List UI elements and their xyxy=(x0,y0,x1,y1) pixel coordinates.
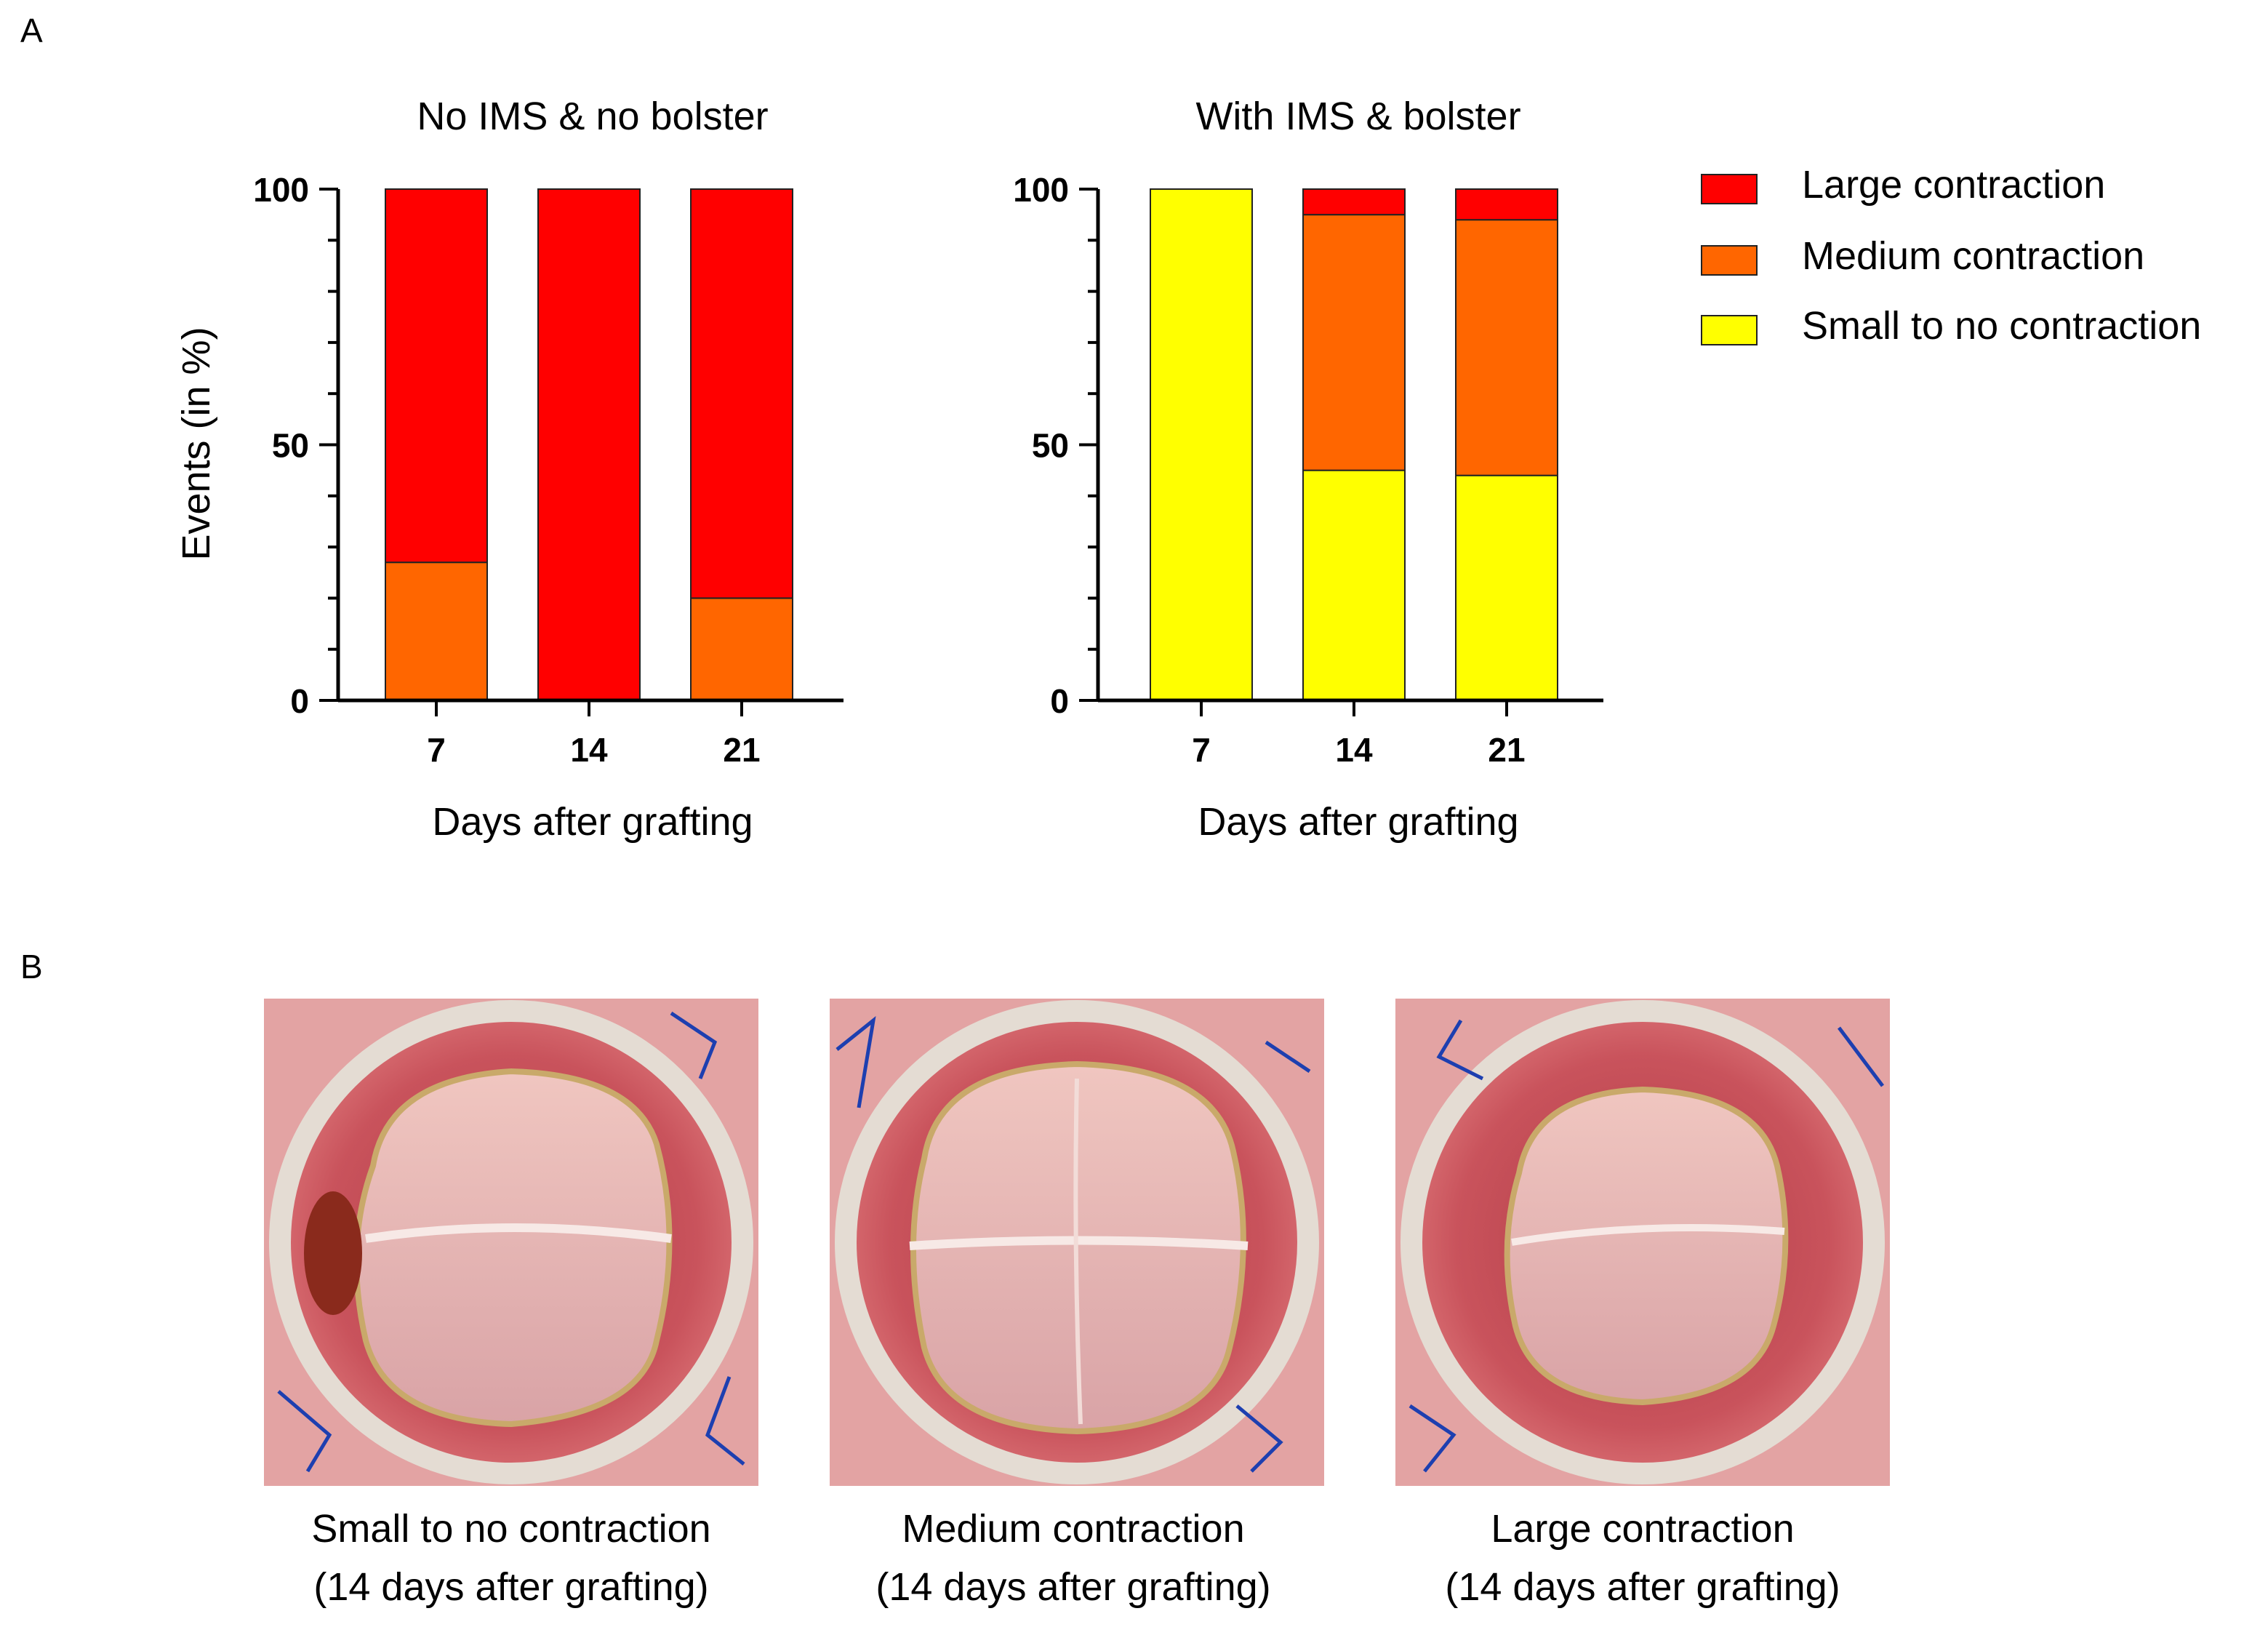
chart2-xtick-label-21: 21 xyxy=(1488,731,1525,769)
chart1-ytick-label-50: 50 xyxy=(272,427,309,465)
chart1-plot: 0 50 100 7 14 21 xyxy=(253,171,844,769)
chart2-ytick-label-50: 50 xyxy=(1032,427,1069,465)
photo-2 xyxy=(830,999,1324,1486)
chart2-xtick-label-7: 7 xyxy=(1192,731,1211,769)
chart1-bar-14-large xyxy=(537,188,641,701)
chart1-xtick-label-14: 14 xyxy=(570,731,608,769)
chart2-ytick-label-0: 0 xyxy=(1050,682,1069,720)
photo-3-caption-line2: (14 days after grafting) xyxy=(1445,1565,1840,1609)
chart2-bar-21-medium xyxy=(1455,219,1558,476)
legend-label-medium: Medium contraction xyxy=(1802,234,2144,278)
photo-1 xyxy=(264,999,758,1486)
chart1-xtick-label-7: 7 xyxy=(427,731,446,769)
chart1-ytick-label-0: 0 xyxy=(290,682,309,720)
chart1-title: No IMS & no bolster xyxy=(417,95,768,138)
legend-swatch-medium xyxy=(1701,245,1758,276)
chart2-xlabel: Days after grafting xyxy=(1198,800,1518,844)
chart1-bar-7-large xyxy=(385,188,488,564)
photo-1-caption-line1: Small to no contraction xyxy=(311,1507,710,1551)
chart2-bar-7-small xyxy=(1150,188,1253,701)
photo-3-caption-line1: Large contraction xyxy=(1491,1507,1794,1551)
photo-2-caption-line2: (14 days after grafting) xyxy=(875,1565,1270,1609)
chart2-title: With IMS & bolster xyxy=(1195,95,1520,138)
photo-3 xyxy=(1395,999,1890,1486)
chart2-ytick-label-100: 100 xyxy=(1013,171,1069,209)
chart2-bar-14-large xyxy=(1302,188,1406,216)
legend-swatch-large xyxy=(1701,174,1758,204)
chart2-bar-21-large xyxy=(1455,188,1558,221)
panel-label-b: B xyxy=(20,948,43,986)
chart2-bar-21-small xyxy=(1455,474,1558,701)
photo-1-caption-line2: (14 days after grafting) xyxy=(313,1565,708,1609)
chart2-xtick-label-14: 14 xyxy=(1335,731,1373,769)
panel-label-a: A xyxy=(20,12,43,49)
chart1-bar-21-medium xyxy=(690,597,793,702)
legend: Large contraction Medium contraction Sma… xyxy=(1701,163,2201,348)
legend-label-small: Small to no contraction xyxy=(1802,304,2201,348)
chart1-bar-7-medium xyxy=(385,561,488,701)
chart2-bar-14-small xyxy=(1302,469,1406,702)
chart2-plot: 0 50 100 7 14 21 xyxy=(1013,171,1603,769)
chart1-ytick-label-100: 100 xyxy=(253,171,309,209)
chart1-ylabel: Events (in %) xyxy=(175,327,218,560)
chart1-xtick-label-21: 21 xyxy=(723,731,760,769)
photo-2-caption-line1: Medium contraction xyxy=(902,1507,1244,1551)
chart2-bar-14-medium xyxy=(1302,214,1406,471)
legend-swatch-small xyxy=(1701,315,1758,345)
chart1-bar-21-large xyxy=(690,188,793,599)
legend-label-large: Large contraction xyxy=(1802,163,2105,207)
chart1-xlabel: Days after grafting xyxy=(432,800,753,844)
